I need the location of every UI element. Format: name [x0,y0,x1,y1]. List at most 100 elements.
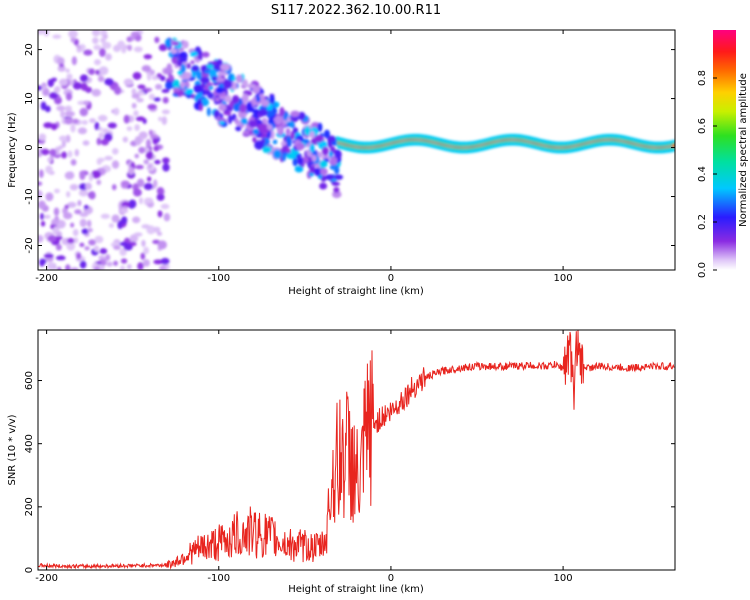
spectrogram-cell [38,85,43,91]
spectrogram-cell [154,159,161,165]
spectrogram-cell [180,81,186,89]
spectrogram-cell [141,224,151,229]
spectrogram-cell [223,80,233,89]
spectrogram-cell [89,118,96,124]
spectrogram-cell [143,159,150,165]
spectrogram-cell [64,117,73,125]
spectrogram-cell [74,209,82,215]
spectrogram-y-axis-label: Frequency (Hz) [7,112,18,188]
y-tick-label: 20 [24,43,35,56]
spectrogram-cell [120,258,128,264]
spectrogram-cell [276,127,282,133]
spectrogram-cell [141,65,151,72]
spectrogram-cell [56,105,66,112]
spectrogram-cell [328,150,334,158]
spectrogram-cell [211,76,218,82]
spectrogram-cell [131,93,140,99]
spectrogram-cell [113,260,118,266]
spectrogram-cell [127,44,133,51]
spectrogram-cell [137,84,146,90]
spectrogram-cell [158,43,168,52]
snr-line-group [38,330,675,570]
spectrogram-cell [91,88,102,97]
spectrogram-cell [184,88,194,95]
colorbar-ticks: 0.0 0.2 0.4 0.6 0.8 [697,70,717,278]
spectrogram-cell [65,264,71,270]
spectrogram-cell [83,204,89,210]
spectrogram-cell [218,103,227,112]
spectrogram-cell [157,240,167,250]
spectrogram-cell [329,164,339,171]
spectrogram-cell [43,122,53,129]
spectrogram-cell [65,134,71,143]
spectrogram-cell [193,84,203,94]
spectrogram-cell [59,63,65,68]
spectrogram-cell [87,227,93,233]
spectrogram-cell [133,46,143,53]
y-tick-label: 400 [24,434,35,453]
spectrogram-cell [320,175,327,182]
spectrogram-cell [154,36,160,44]
spectrogram-cell [64,111,75,116]
snr-x-axis-label: Height of straight line (km) [288,584,424,595]
spectrogram-cell [38,133,47,141]
spectrogram-cell [40,220,46,227]
spectrogram-cell [286,153,297,160]
spectrogram-cell [286,117,292,122]
spectrogram-cell [95,69,100,76]
spectrogram-cell [134,153,139,159]
spectrogram-cell [119,208,129,214]
y-tick-label: -20 [24,237,35,253]
spectrogram-cell [153,97,161,102]
spectrogram-cell [70,267,79,270]
spectrogram-cell [286,148,292,153]
x-tick-label: 100 [554,573,573,584]
spectrogram-cell [148,93,156,100]
spectrogram-cell [196,71,202,80]
spectrogram-cell [172,41,180,46]
spectrogram-cell [40,148,50,156]
spectrogram-cell [47,235,57,243]
spectrogram-cell [58,78,69,86]
spectrogram-cell [49,148,57,157]
spectrogram-cell [317,122,323,132]
spectrogram-cell [70,159,77,166]
spectrogram-cell [208,93,214,99]
spectrogram-cell [333,174,344,180]
spectrogram-cell [81,120,88,125]
y-tick-label: 10 [24,92,35,105]
spectrogram-cell [191,65,199,72]
spectrogram-cell [146,176,152,182]
spectrogram-cell [308,172,314,177]
spectrogram-cell [96,179,102,186]
spectrogram-cell [135,116,146,122]
spectrogram-cell [240,123,245,128]
spectrogram-cell [80,82,88,91]
spectrogram-cell [58,145,63,150]
spectrogram-cell [241,93,249,104]
spectrogram-cell [79,260,87,269]
colorbar-tick-label: 0.8 [697,70,708,86]
spectrogram-cell [161,88,170,93]
spectrogram-cell [162,157,170,164]
spectrogram-cell [83,49,93,56]
spectrogram-cell [235,74,243,83]
spectrogram-cell [143,183,154,191]
spectrogram-cell [320,168,328,176]
spectrogram-cell [97,114,108,122]
spectrogram-cell [239,103,247,113]
spectrogram-cell [94,121,100,131]
spectrogram-cell [81,228,89,235]
spectrogram-cell [168,74,174,82]
spectrogram-x-axis-label: Height of straight line (km) [288,286,424,297]
spectrogram-cell [265,110,275,117]
spectrogram-cell [132,188,142,197]
spectrogram-cell [84,246,90,251]
y-tick-label: 0 [24,144,35,150]
spectrogram-cell [153,145,160,152]
spectrogram-cell [164,38,172,48]
spectrogram-cell [128,199,136,209]
spectrogram-cell [133,110,139,117]
spectrogram-cell [106,261,113,267]
spectrogram-cell [156,231,163,236]
